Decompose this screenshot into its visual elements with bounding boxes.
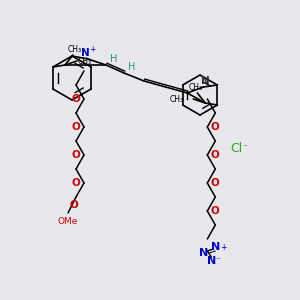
Text: +: + (220, 242, 226, 251)
Text: H: H (110, 54, 118, 64)
Text: O: O (211, 122, 220, 132)
Text: Cl: Cl (230, 142, 242, 154)
Text: N: N (81, 48, 89, 58)
Text: N: N (199, 248, 208, 258)
Text: O: O (72, 150, 80, 160)
Text: N: N (201, 76, 210, 86)
Text: N: N (207, 256, 216, 266)
Text: H: H (128, 62, 136, 72)
Text: CH₃: CH₃ (78, 56, 92, 65)
Text: O: O (211, 178, 220, 188)
Text: N: N (211, 242, 220, 252)
Text: O: O (72, 122, 80, 132)
Text: O: O (211, 206, 220, 216)
Text: O: O (72, 178, 80, 188)
Text: O: O (72, 94, 80, 104)
Text: O: O (70, 200, 78, 210)
Text: ⁻: ⁻ (215, 256, 220, 266)
Text: CH₃: CH₃ (169, 94, 183, 103)
Text: CH₃: CH₃ (68, 44, 82, 53)
Text: OMe: OMe (58, 217, 78, 226)
Text: O: O (211, 150, 220, 160)
Text: CH₃: CH₃ (188, 82, 203, 91)
Text: -: - (244, 140, 247, 150)
Text: +: + (89, 44, 95, 53)
